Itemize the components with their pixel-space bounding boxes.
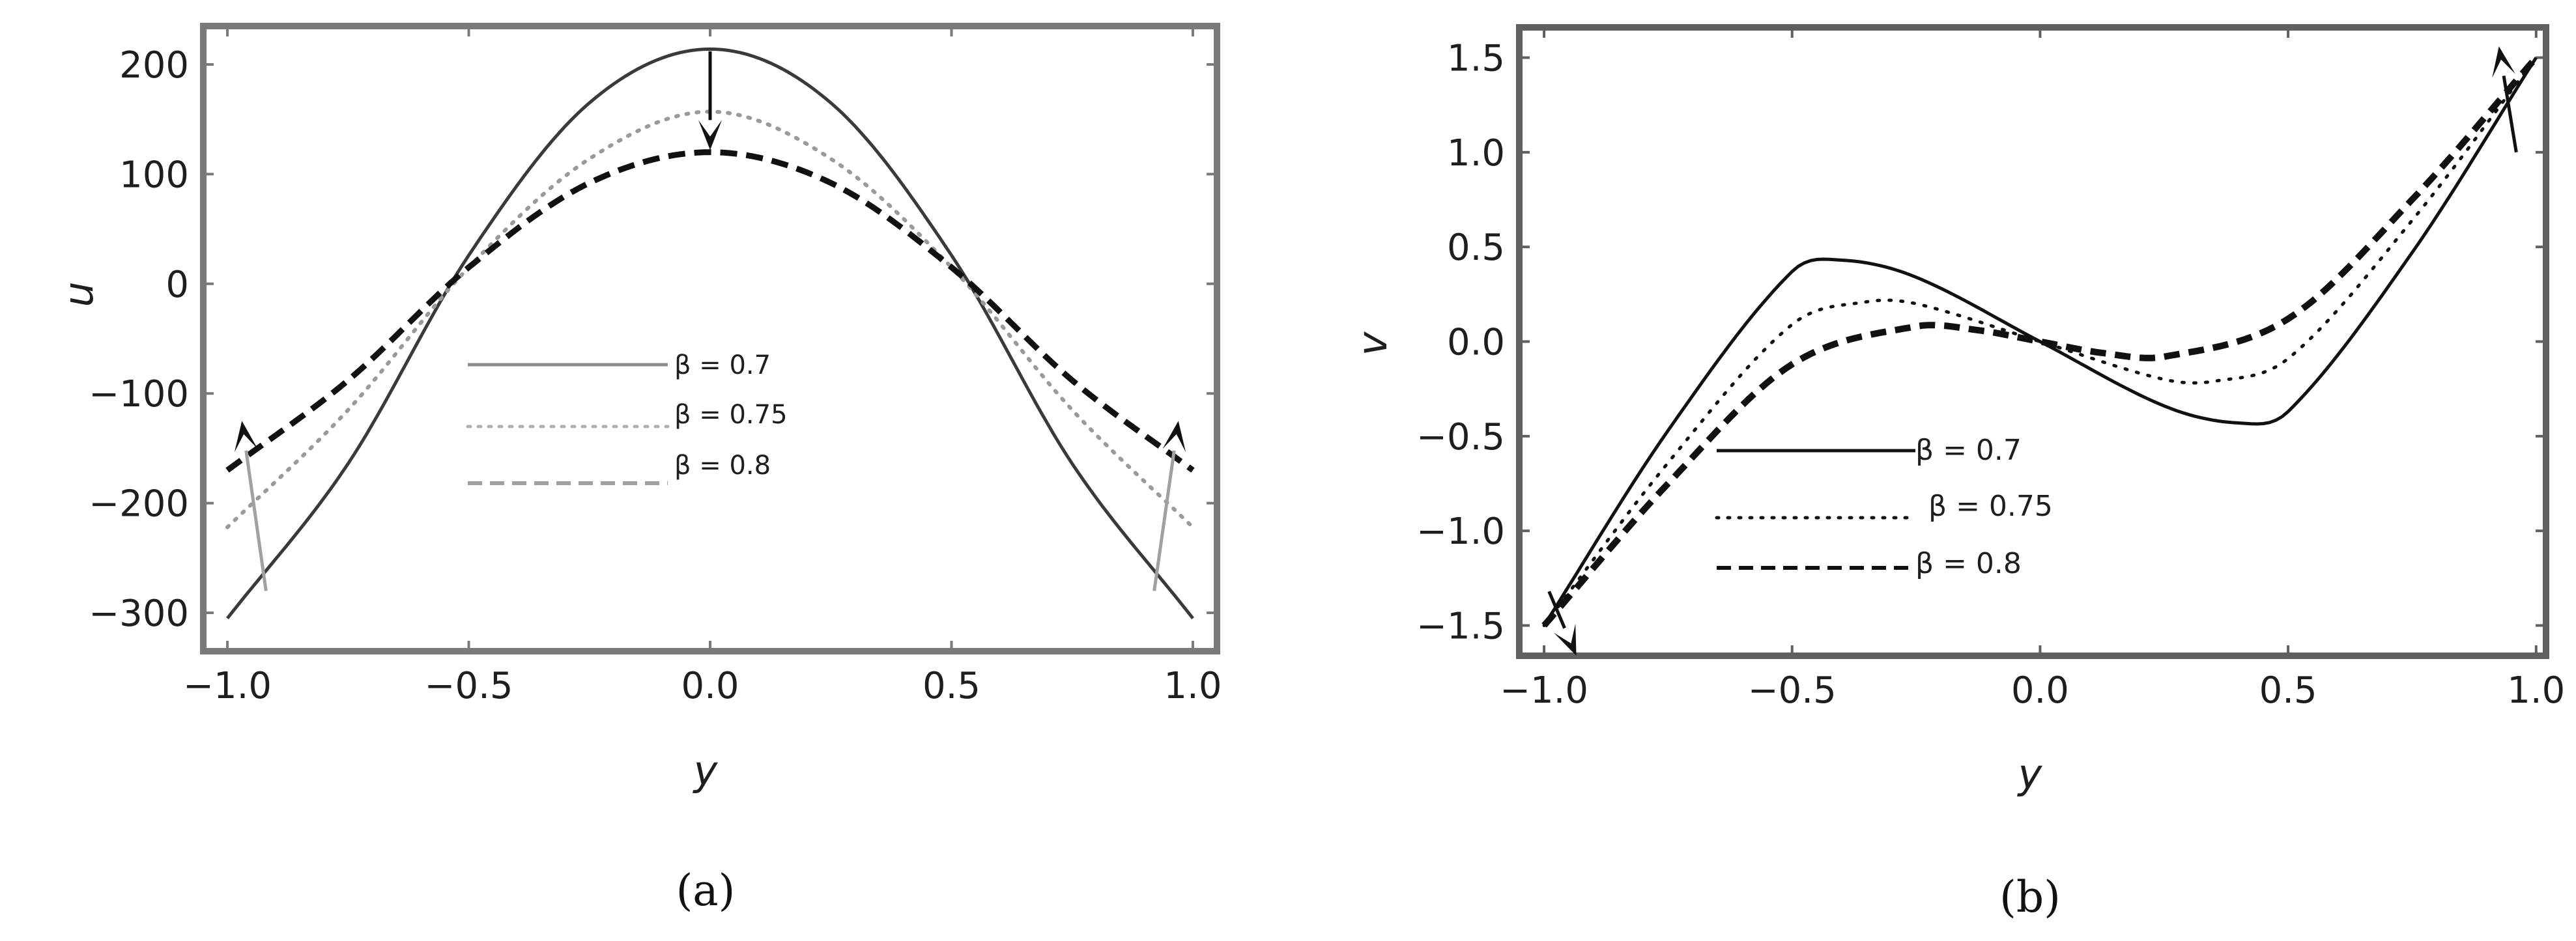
arrow-head bbox=[1554, 623, 1577, 656]
x-tick-label: −0.5 bbox=[1748, 669, 1837, 712]
y-tick-label: −0.5 bbox=[1416, 416, 1505, 458]
axis-ticks-a: −1.0 −0.5 0.0 0.5 1.0 −300 −200 −100 0 100 200 bbox=[89, 26, 1222, 707]
y-tick-label: 1.0 bbox=[1447, 132, 1505, 175]
annotation-arrow bbox=[244, 450, 268, 591]
annotation-arrow bbox=[1152, 450, 1176, 591]
series-line-solid bbox=[1542, 57, 2538, 626]
series-group-b bbox=[1541, 55, 2539, 628]
y-tick-label: −1.5 bbox=[1416, 605, 1505, 647]
arrow-head bbox=[234, 421, 258, 453]
series-line-dotted bbox=[1542, 56, 2538, 627]
legend-label-b-1: β = 0.75 bbox=[1928, 490, 2053, 523]
y-tick-label: −1.0 bbox=[1416, 511, 1505, 553]
arrows-group-b bbox=[1547, 46, 2518, 656]
arrow-head bbox=[1162, 421, 1186, 453]
chart-panel-a: −1.0 −0.5 0.0 0.5 1.0 −300 −200 −100 0 100 200 β =… bbox=[55, 23, 1222, 916]
plot-frame-b bbox=[1516, 24, 2549, 659]
y-tick-label: 0.0 bbox=[1447, 322, 1505, 364]
chart-panel-b: −1.0 −0.5 0.0 0.5 1.0 −1.5 −1.0 −0.5 0.0 0.5 1.0 1.… bbox=[1349, 24, 2565, 922]
y-tick-label: 0.5 bbox=[1447, 227, 1505, 269]
annotation-arrow bbox=[2502, 76, 2518, 153]
y-tick-label: 200 bbox=[119, 44, 189, 87]
caption-b: (b) bbox=[1999, 872, 2061, 922]
plot-frame-a bbox=[200, 23, 1220, 654]
series-line-solid bbox=[226, 47, 1194, 620]
legend-label-a-2: β = 0.8 bbox=[674, 451, 771, 481]
legend-b: β = 0.7 β = 0.75 β = 0.8 bbox=[1715, 434, 2053, 580]
y-tick-label: −300 bbox=[89, 593, 189, 635]
annotation-arrow bbox=[1547, 591, 1566, 629]
x-tick-label: 0.0 bbox=[2011, 669, 2069, 712]
x-tick-label: 0.5 bbox=[923, 665, 980, 707]
series-line-dashed bbox=[1541, 55, 2539, 628]
x-tick-label: 0.0 bbox=[681, 665, 739, 707]
y-tick-label: 100 bbox=[119, 154, 189, 196]
caption-a: (a) bbox=[676, 865, 736, 916]
y-tick-label: 0 bbox=[165, 264, 189, 306]
x-tick-label: −1.0 bbox=[183, 665, 272, 707]
y-tick-label: −200 bbox=[89, 483, 189, 526]
legend-label-b-2: β = 0.8 bbox=[1915, 547, 2022, 580]
legend-label-a-1: β = 0.75 bbox=[674, 400, 788, 430]
x-axis-label-b: y bbox=[2017, 750, 2043, 798]
y-tick-label: −100 bbox=[89, 373, 189, 415]
x-axis-label-a: y bbox=[693, 747, 719, 794]
arrows-group-a bbox=[234, 51, 1186, 591]
series-line-dashed bbox=[225, 149, 1195, 473]
x-tick-label: −0.5 bbox=[425, 665, 513, 707]
x-tick-label: 1.0 bbox=[2507, 669, 2565, 712]
x-tick-label: −1.0 bbox=[1500, 669, 1588, 712]
axis-ticks-b: −1.0 −0.5 0.0 0.5 1.0 −1.5 −1.0 −0.5 0.0 0.5 1.0 1.… bbox=[1416, 27, 2565, 712]
legend-a: β = 0.7 β = 0.75 β = 0.8 bbox=[466, 350, 788, 485]
y-tick-label: 1.5 bbox=[1447, 38, 1505, 80]
y-axis-label-a: u bbox=[55, 281, 102, 307]
y-axis-label-b: v bbox=[1349, 331, 1396, 356]
legend-label-b-0: β = 0.7 bbox=[1915, 434, 2022, 467]
arrow-head bbox=[698, 120, 722, 150]
x-tick-label: 0.5 bbox=[2259, 669, 2317, 712]
arrow-head bbox=[2492, 46, 2515, 78]
legend-label-a-0: β = 0.7 bbox=[674, 350, 771, 380]
x-tick-label: 1.0 bbox=[1164, 665, 1222, 707]
